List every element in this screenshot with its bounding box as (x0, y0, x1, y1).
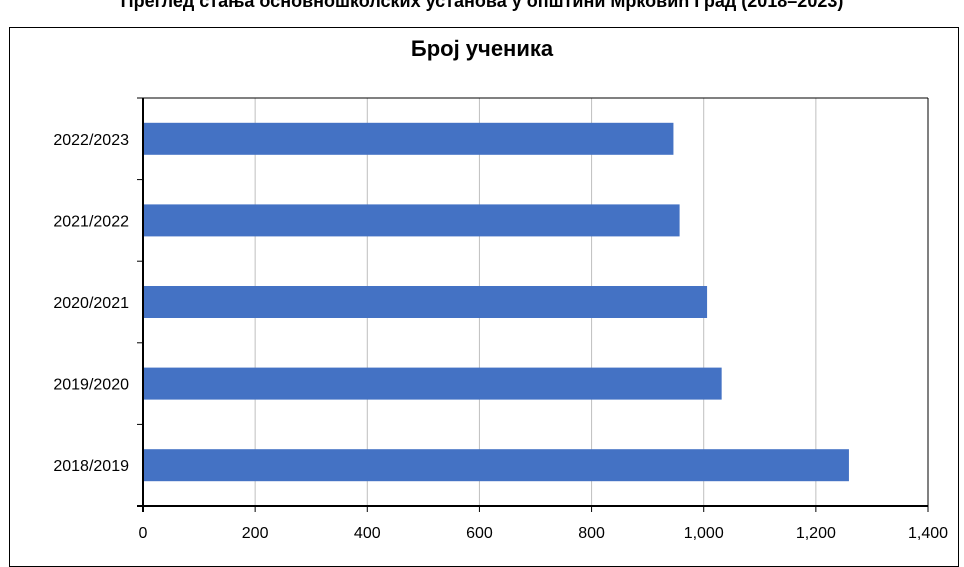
x-tick-label: 1,400 (908, 525, 948, 542)
y-tick-label: 2019/2020 (53, 377, 129, 394)
bar-2020-2021 (143, 286, 708, 318)
x-tick-label: 200 (242, 525, 269, 542)
x-tick-label: 0 (139, 525, 148, 542)
bar-2021-2022 (143, 204, 680, 237)
y-tick-label: 2022/2023 (53, 132, 129, 149)
x-tick-label: 600 (466, 525, 493, 542)
chart-title: Број ученика (410, 36, 554, 61)
y-tick-label: 2018/2019 (53, 458, 129, 475)
bar-2019-2020 (143, 367, 722, 400)
x-tick-label: 1,000 (684, 525, 724, 542)
x-tick-label: 400 (354, 525, 381, 542)
bar-2022-2023 (143, 122, 674, 155)
bar-2018-2019 (143, 449, 849, 482)
x-tick-label: 800 (578, 525, 605, 542)
y-tick-label: 2020/2021 (53, 295, 129, 312)
y-tick-label: 2021/2022 (53, 213, 129, 230)
bar-chart: 2018/2019 2019/2020 2020/2021 2021/2022 2022… (53, 97, 948, 542)
x-tick-label: 1,200 (796, 525, 836, 542)
page-header-title: Преглед стања основношколских установа у… (120, 0, 844, 11)
